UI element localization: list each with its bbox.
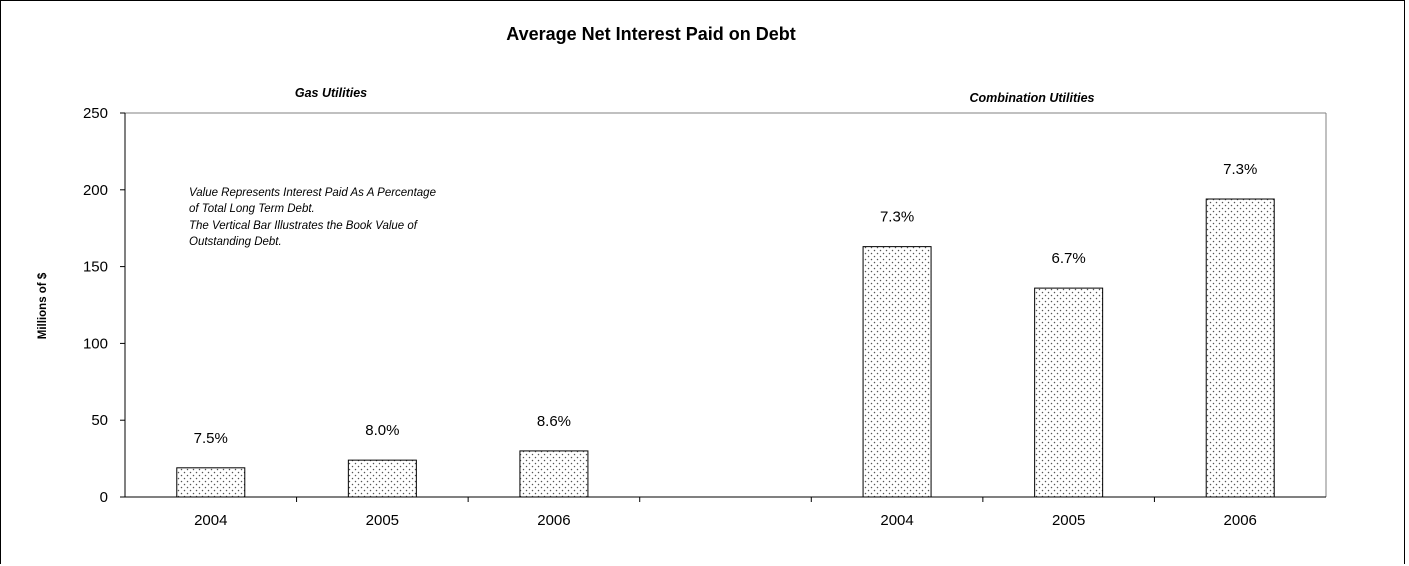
bar [1034,287,1104,498]
x-tick-label: 2004 [194,512,227,529]
y-tick-label: 250 [83,105,108,122]
panel-title-combination: Combination Utilities [970,91,1095,105]
panel-title-gas: Gas Utilities [295,86,367,100]
bar [862,246,932,498]
x-tick-label: 2006 [1224,512,1257,529]
bar [519,450,589,498]
y-axis-label: Millions of $ [37,272,49,339]
bar [176,467,246,498]
bar [347,459,417,498]
data-label: 7.5% [194,430,228,447]
data-label: 7.3% [880,209,914,226]
bar [1205,198,1275,498]
x-tick-label: 2006 [537,512,570,529]
x-tick-label: 2005 [1052,512,1085,529]
chart-title: Average Net Interest Paid on Debt [506,24,795,44]
note-line-4: Outstanding Debt. [189,236,282,248]
note-line-1: Value Represents Interest Paid As A Perc… [189,187,436,199]
y-tick-label: 50 [91,412,108,429]
plot-area: 0 50 100 150 200 250 7.5% 2004 8.0% 2005 8.6% 2006 7… [83,105,1327,529]
data-label: 7.3% [1223,161,1257,178]
y-tick-label: 0 [100,489,108,506]
data-label: 8.6% [537,413,571,430]
data-label: 8.0% [365,422,399,439]
data-label: 6.7% [1052,250,1086,267]
note-line-2: of Total Long Term Debt. [189,203,315,215]
y-tick-label: 100 [83,335,108,352]
x-tick-label: 2005 [366,512,399,529]
note-line-3: The Vertical Bar Illustrates the Book Va… [189,220,419,232]
x-tick-label: 2004 [880,512,913,529]
y-tick-label: 200 [83,182,108,199]
y-tick-label: 150 [83,259,108,276]
